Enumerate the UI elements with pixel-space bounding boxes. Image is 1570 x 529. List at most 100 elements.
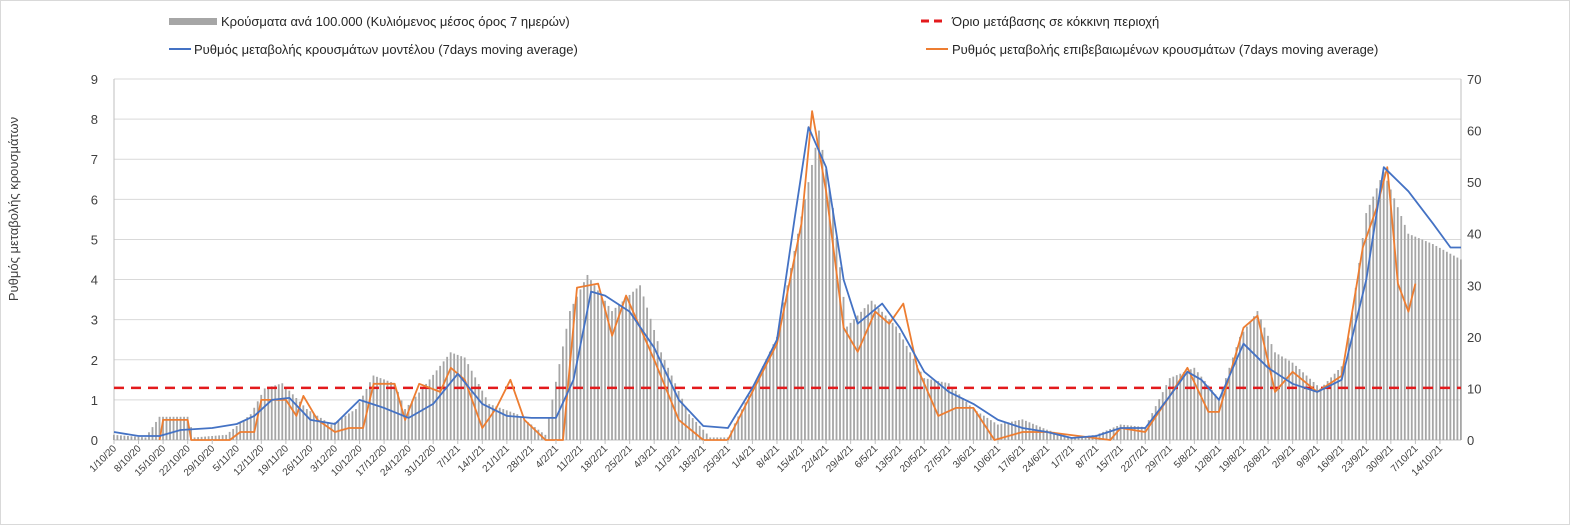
case-bar (1042, 428, 1045, 440)
case-bar (351, 411, 354, 440)
case-bar (874, 304, 876, 440)
case-bar (902, 339, 905, 440)
case-bar (660, 352, 663, 440)
case-bar (425, 383, 427, 440)
case-bar (305, 409, 308, 440)
case-bar (856, 315, 859, 440)
case-bar (944, 382, 947, 440)
case-bar (562, 346, 564, 440)
case-bar (172, 416, 175, 440)
case-bar (1428, 242, 1431, 440)
case-bar (923, 378, 926, 440)
case-bar (1431, 244, 1434, 440)
case-bar (512, 412, 515, 440)
x-axis: 1/10/208/10/2015/10/2022/10/2029/10/205/… (88, 440, 1445, 479)
case-bar (1396, 207, 1399, 440)
case-bar (1393, 198, 1396, 440)
case-bar (1319, 388, 1322, 440)
case-bar (1147, 420, 1150, 440)
case-bar (277, 384, 280, 440)
case-bar (583, 282, 585, 440)
case-bar (979, 413, 982, 440)
x-tick-label: 29/7/21 (1144, 443, 1176, 475)
x-tick-label: 29/4/21 (824, 443, 856, 475)
case-bar (1151, 413, 1154, 440)
case-bar (569, 311, 571, 440)
case-bar (849, 322, 852, 440)
case-bar (200, 436, 203, 440)
case-bar (835, 237, 838, 440)
case-bar (1270, 344, 1273, 440)
y-right-tick-label: 50 (1467, 175, 1481, 190)
case-bar (754, 381, 757, 440)
case-bar (768, 351, 771, 440)
case-bar (677, 391, 680, 440)
case-bar (1305, 375, 1308, 440)
case-bar (597, 290, 599, 440)
case-bar (572, 303, 575, 440)
case-bar (733, 423, 736, 440)
case-bar (1067, 436, 1069, 440)
case-bar (509, 411, 512, 440)
case-bar (421, 388, 424, 440)
case-bar (614, 307, 617, 440)
case-bar (1333, 373, 1336, 440)
case-bar (653, 329, 656, 440)
case-bar (1281, 356, 1283, 440)
x-tick-label: 28/1/21 (505, 443, 537, 475)
case-bar (940, 381, 943, 440)
case-bar (502, 409, 505, 440)
case-bar (1407, 233, 1410, 440)
case-bar (832, 207, 834, 440)
case-bar (891, 322, 894, 440)
case-bar (120, 435, 122, 440)
case-bar (1109, 428, 1112, 440)
y-left-tick-label: 0 (91, 433, 98, 448)
case-bar (260, 394, 263, 440)
case-bar (204, 436, 207, 440)
case-bar (123, 435, 126, 440)
case-bar (442, 361, 445, 440)
y-axis-left-title: Ρυθμός μεταβολής κρουσμάτων (6, 117, 21, 301)
case-bar (649, 318, 652, 440)
case-bar (646, 307, 648, 440)
case-bar (1018, 420, 1020, 440)
case-bar (695, 421, 698, 440)
legend: Κρούσματα ανά 100.000 (Κυλιόμενος μέσος … (169, 14, 1378, 57)
case-bar (449, 352, 452, 440)
case-bar (765, 358, 768, 440)
case-bar (1277, 354, 1280, 440)
case-bar (477, 384, 480, 440)
case-bar (158, 416, 161, 440)
case-bar (386, 380, 389, 440)
case-bar (1221, 388, 1224, 440)
case-bar (495, 406, 498, 440)
case-bar (870, 300, 873, 440)
case-bar (958, 394, 961, 440)
case-bar (453, 353, 456, 440)
case-bar (362, 395, 364, 440)
case-bar (1414, 236, 1417, 440)
case-bar (1246, 326, 1248, 440)
case-bar (846, 326, 848, 440)
y-left-tick-label: 9 (91, 72, 98, 87)
case-bar (1256, 311, 1259, 440)
case-bar (358, 402, 361, 440)
case-bar (1382, 171, 1385, 441)
case-bar (818, 130, 820, 441)
case-bar (1242, 331, 1245, 440)
case-bar (372, 375, 375, 440)
case-bar (190, 427, 192, 440)
case-bar (1165, 385, 1168, 440)
case-bar (621, 301, 624, 440)
case-bar (607, 305, 610, 440)
case-bar (1417, 238, 1420, 440)
case-bar (537, 429, 540, 440)
case-bar (281, 383, 284, 440)
x-tick-label: 1/7/21 (1049, 443, 1077, 471)
case-bar (1288, 360, 1290, 440)
case-bar (249, 414, 252, 440)
case-bar (221, 435, 224, 440)
case-bar (263, 388, 266, 440)
case-bar (407, 404, 410, 440)
